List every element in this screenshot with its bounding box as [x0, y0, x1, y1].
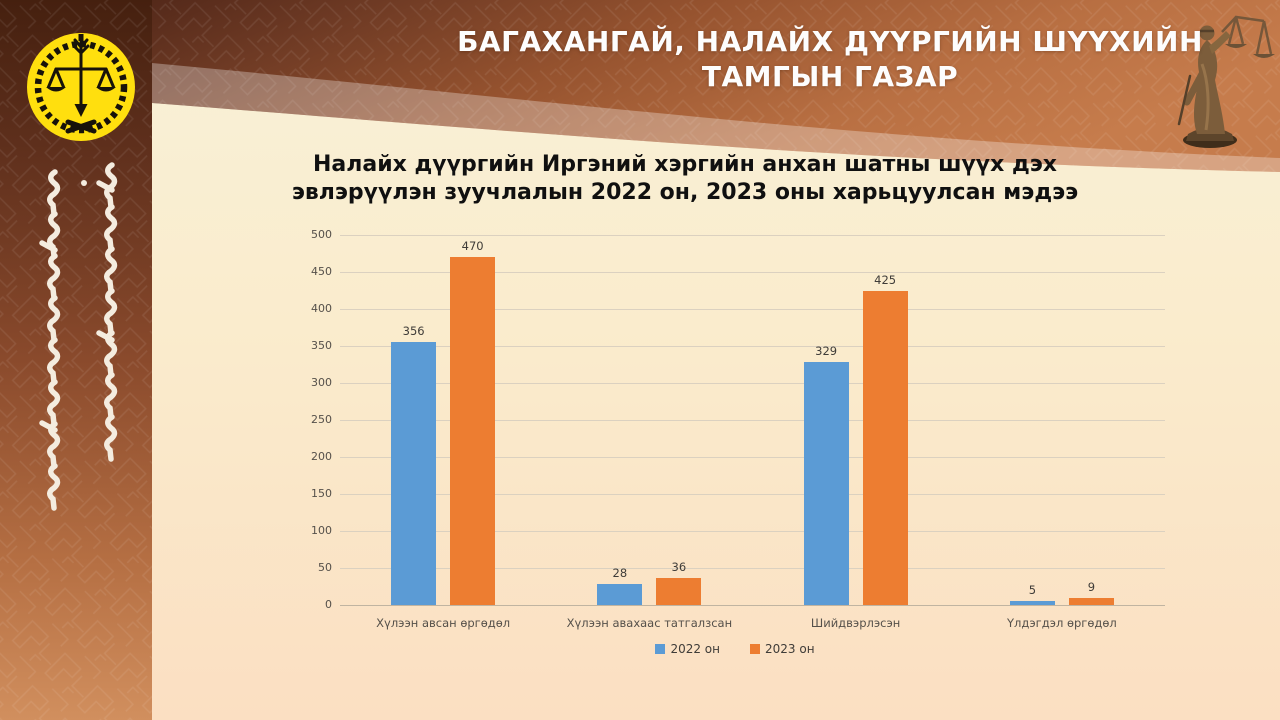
gridline [340, 531, 1165, 532]
y-axis-tick-label: 500 [311, 228, 332, 241]
bar-value-label: 5 [1028, 583, 1037, 598]
gridline [340, 272, 1165, 273]
chart-bar [1009, 601, 1055, 605]
chart-bar [391, 341, 437, 605]
chart-title: Налайх дүүргийн Иргэний хэргийн анхан ша… [275, 151, 1095, 207]
bar-value-label: 356 [402, 323, 425, 338]
y-axis-tick-label: 350 [311, 339, 332, 352]
header-title: БАГАХАНГАЙ, НАЛАЙХ ДҮҮРГИЙН ШҮҮХИЙН ТАМГ… [430, 24, 1230, 94]
bar-value-label: 425 [874, 272, 897, 287]
y-axis-tick-label: 100 [311, 524, 332, 537]
gridline [340, 494, 1165, 495]
gridline [340, 235, 1165, 236]
legend-label: 2023 он [765, 642, 815, 656]
y-axis-tick-label: 50 [318, 561, 332, 574]
chart-legend: 2022 он 2023 он [300, 642, 1170, 656]
chart-bar [862, 290, 908, 605]
bar-value-label: 470 [461, 239, 484, 254]
gridline [340, 346, 1165, 347]
bar-value-label: 28 [612, 566, 628, 581]
y-axis-tick-label: 150 [311, 487, 332, 500]
chart-bar [656, 578, 702, 605]
x-axis-category-label: Шийдвэрлэсэн [810, 616, 901, 630]
x-axis-category-label: Хүлээн авахаас татгалзсан [566, 616, 733, 630]
chart-bar [803, 361, 849, 605]
y-axis-tick-label: 250 [311, 413, 332, 426]
lady-justice-statue [1177, 15, 1275, 148]
bar-value-label: 329 [815, 343, 838, 358]
gridline [340, 420, 1165, 421]
gridline [340, 605, 1165, 606]
y-axis-tick-label: 300 [311, 376, 332, 389]
legend-label: 2022 он [670, 642, 720, 656]
header-band [152, 0, 1280, 172]
legend-swatch-icon [655, 644, 666, 654]
bar-value-label: 36 [671, 560, 687, 575]
legend-item: 2022 он [655, 642, 720, 656]
header-title-line2: ТАМГЫН ГАЗАР [701, 60, 959, 93]
gridline [340, 457, 1165, 458]
court-emblem-logo [27, 33, 135, 141]
y-axis-tick-label: 450 [311, 265, 332, 278]
header-wave-accent [152, 63, 1280, 172]
y-axis-tick-label: 400 [311, 302, 332, 315]
legend-swatch-icon [750, 644, 760, 654]
chart-title-line2: эвлэрүүлэн зуучлалын 2022 он, 2023 оны х… [291, 180, 1079, 205]
gridline [340, 309, 1165, 310]
y-axis-tick-label: 200 [311, 450, 332, 463]
chart-title-line1: Налайх дүүргийн Иргэний хэргийн анхан ша… [313, 152, 1057, 177]
gridline [340, 568, 1165, 569]
chart-bar [597, 584, 643, 605]
chart-bar [450, 257, 496, 605]
legend-item: 2023 он [750, 642, 815, 656]
y-axis-tick-label: 0 [325, 598, 332, 611]
x-axis-category-label: Хүлээн авсан өргөдөл [376, 616, 511, 630]
header-title-line1: БАГАХАНГАЙ, НАЛАЙХ ДҮҮРГИЙН ШҮҮХИЙН [457, 25, 1203, 58]
bar-value-label: 9 [1087, 580, 1096, 595]
chart-bar [1068, 598, 1114, 605]
x-axis-category-label: Үлдэгдэл өргөдөл [1007, 616, 1117, 630]
mongolian-script-decoration [39, 165, 115, 508]
gridline [340, 383, 1165, 384]
